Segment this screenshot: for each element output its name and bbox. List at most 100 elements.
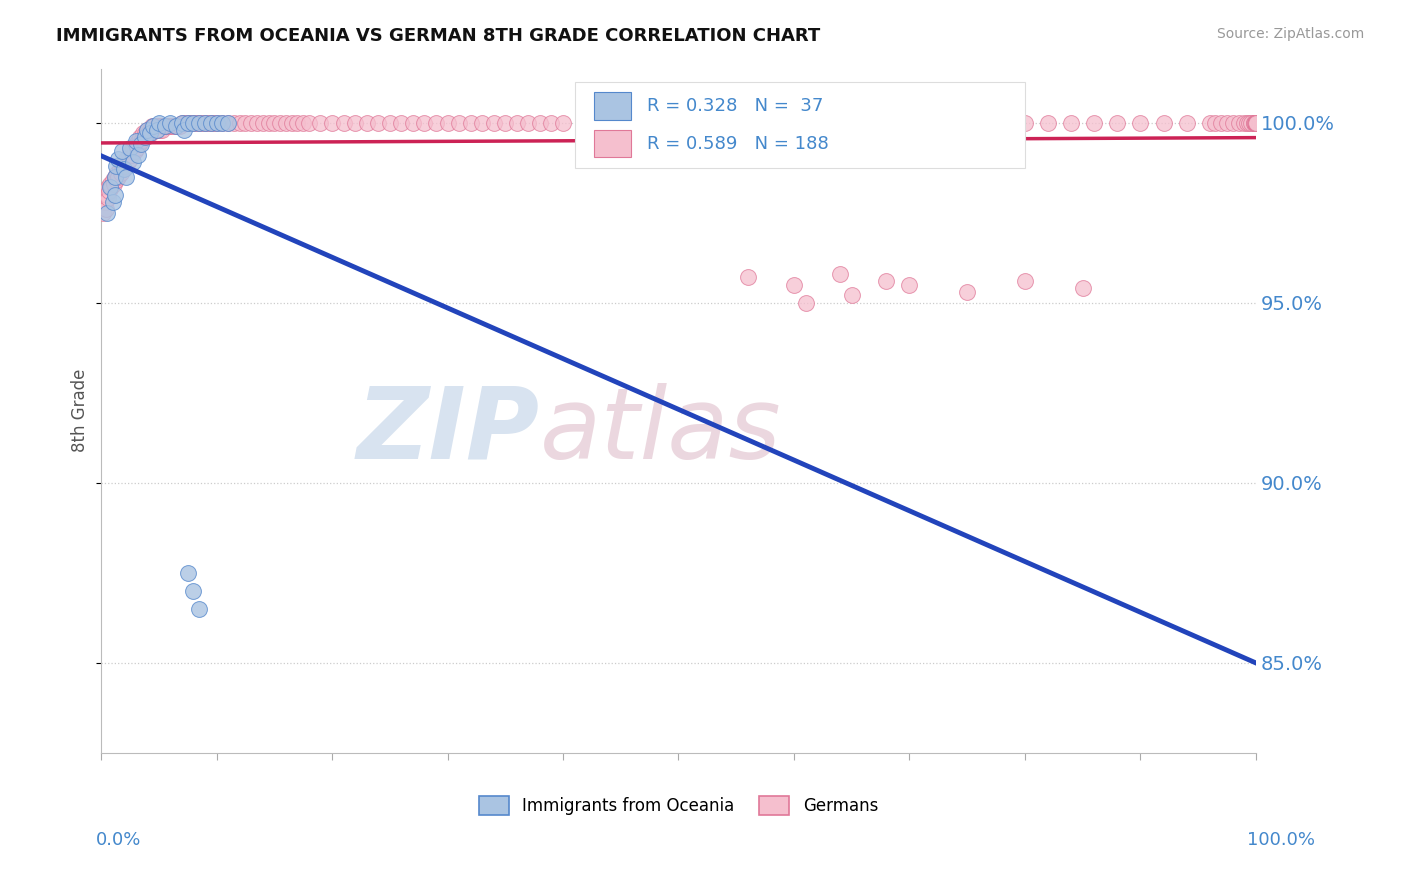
Point: [280, 115, 302, 129]
Point: [104, 187, 127, 202]
Point: [494, 115, 516, 129]
Point: [118, 152, 141, 166]
Point: [135, 130, 157, 145]
Point: [201, 115, 224, 129]
Point: [107, 152, 129, 166]
Point: [134, 130, 156, 145]
Point: [132, 130, 155, 145]
Point: [148, 115, 170, 129]
Point: [200, 115, 222, 129]
Point: [529, 115, 551, 129]
Point: [150, 122, 173, 136]
Point: [184, 115, 207, 129]
Point: [1129, 115, 1152, 129]
Point: [173, 115, 195, 129]
Point: [1237, 115, 1260, 129]
Point: [506, 115, 529, 129]
Point: [103, 177, 125, 191]
Point: [240, 115, 263, 129]
Text: R = 0.328   N =  37: R = 0.328 N = 37: [647, 97, 824, 115]
Point: [94, 202, 117, 216]
Point: [621, 115, 644, 129]
Point: [101, 194, 124, 209]
Point: [1243, 115, 1265, 129]
Point: [97, 191, 120, 205]
Point: [252, 115, 274, 129]
Point: [517, 115, 540, 129]
Point: [211, 115, 233, 129]
FancyBboxPatch shape: [575, 82, 1025, 168]
Point: [425, 115, 447, 129]
Point: [298, 115, 321, 129]
Point: [875, 115, 897, 129]
Point: [1244, 115, 1267, 129]
Point: [1244, 115, 1267, 129]
Point: [131, 137, 153, 152]
Point: [108, 162, 131, 177]
Point: [575, 115, 598, 129]
Point: [1244, 115, 1267, 129]
Point: [153, 119, 176, 133]
Point: [205, 115, 228, 129]
Point: [690, 115, 713, 129]
Point: [783, 115, 806, 129]
Point: [98, 180, 121, 194]
Point: [263, 115, 285, 129]
Point: [402, 115, 425, 129]
Point: [190, 115, 212, 129]
Point: [1014, 274, 1036, 288]
Point: [125, 141, 148, 155]
Point: [105, 159, 128, 173]
Point: [436, 115, 458, 129]
Point: [274, 115, 297, 129]
Point: [146, 122, 169, 136]
Point: [125, 134, 148, 148]
Point: [644, 115, 666, 129]
Point: [956, 285, 979, 299]
Point: [122, 155, 145, 169]
Point: [143, 122, 166, 136]
Point: [93, 194, 115, 209]
Point: [121, 148, 143, 162]
Point: [183, 583, 205, 598]
Point: [202, 115, 225, 129]
Point: [898, 277, 921, 292]
Text: Source: ZipAtlas.com: Source: ZipAtlas.com: [1216, 27, 1364, 41]
Point: [157, 119, 180, 133]
Point: [222, 115, 245, 129]
Point: [96, 205, 118, 219]
Point: [117, 155, 139, 169]
Point: [378, 115, 401, 129]
Point: [1236, 115, 1258, 129]
Point: [921, 115, 943, 129]
Point: [211, 115, 233, 129]
Legend: Immigrants from Oceania, Germans: Immigrants from Oceania, Germans: [471, 788, 886, 823]
Point: [1244, 115, 1267, 129]
Point: [668, 115, 690, 129]
Point: [98, 177, 121, 191]
Point: [737, 270, 759, 285]
Point: [136, 122, 159, 136]
Point: [98, 184, 121, 198]
Point: [129, 130, 152, 145]
Point: [183, 115, 205, 129]
Point: [100, 180, 122, 194]
Point: [138, 126, 160, 140]
Point: [1014, 115, 1036, 129]
Point: [1211, 115, 1233, 129]
Point: [180, 115, 202, 129]
Point: [830, 115, 852, 129]
Point: [1222, 115, 1244, 129]
Point: [1244, 115, 1267, 129]
Point: [111, 162, 134, 177]
Point: [321, 115, 343, 129]
Point: [104, 169, 127, 184]
Point: [170, 115, 193, 129]
Point: [120, 145, 142, 159]
Point: [967, 115, 990, 129]
Point: [153, 119, 176, 133]
Point: [1244, 115, 1267, 129]
Point: [152, 119, 174, 133]
Point: [194, 115, 217, 129]
Point: [945, 115, 967, 129]
